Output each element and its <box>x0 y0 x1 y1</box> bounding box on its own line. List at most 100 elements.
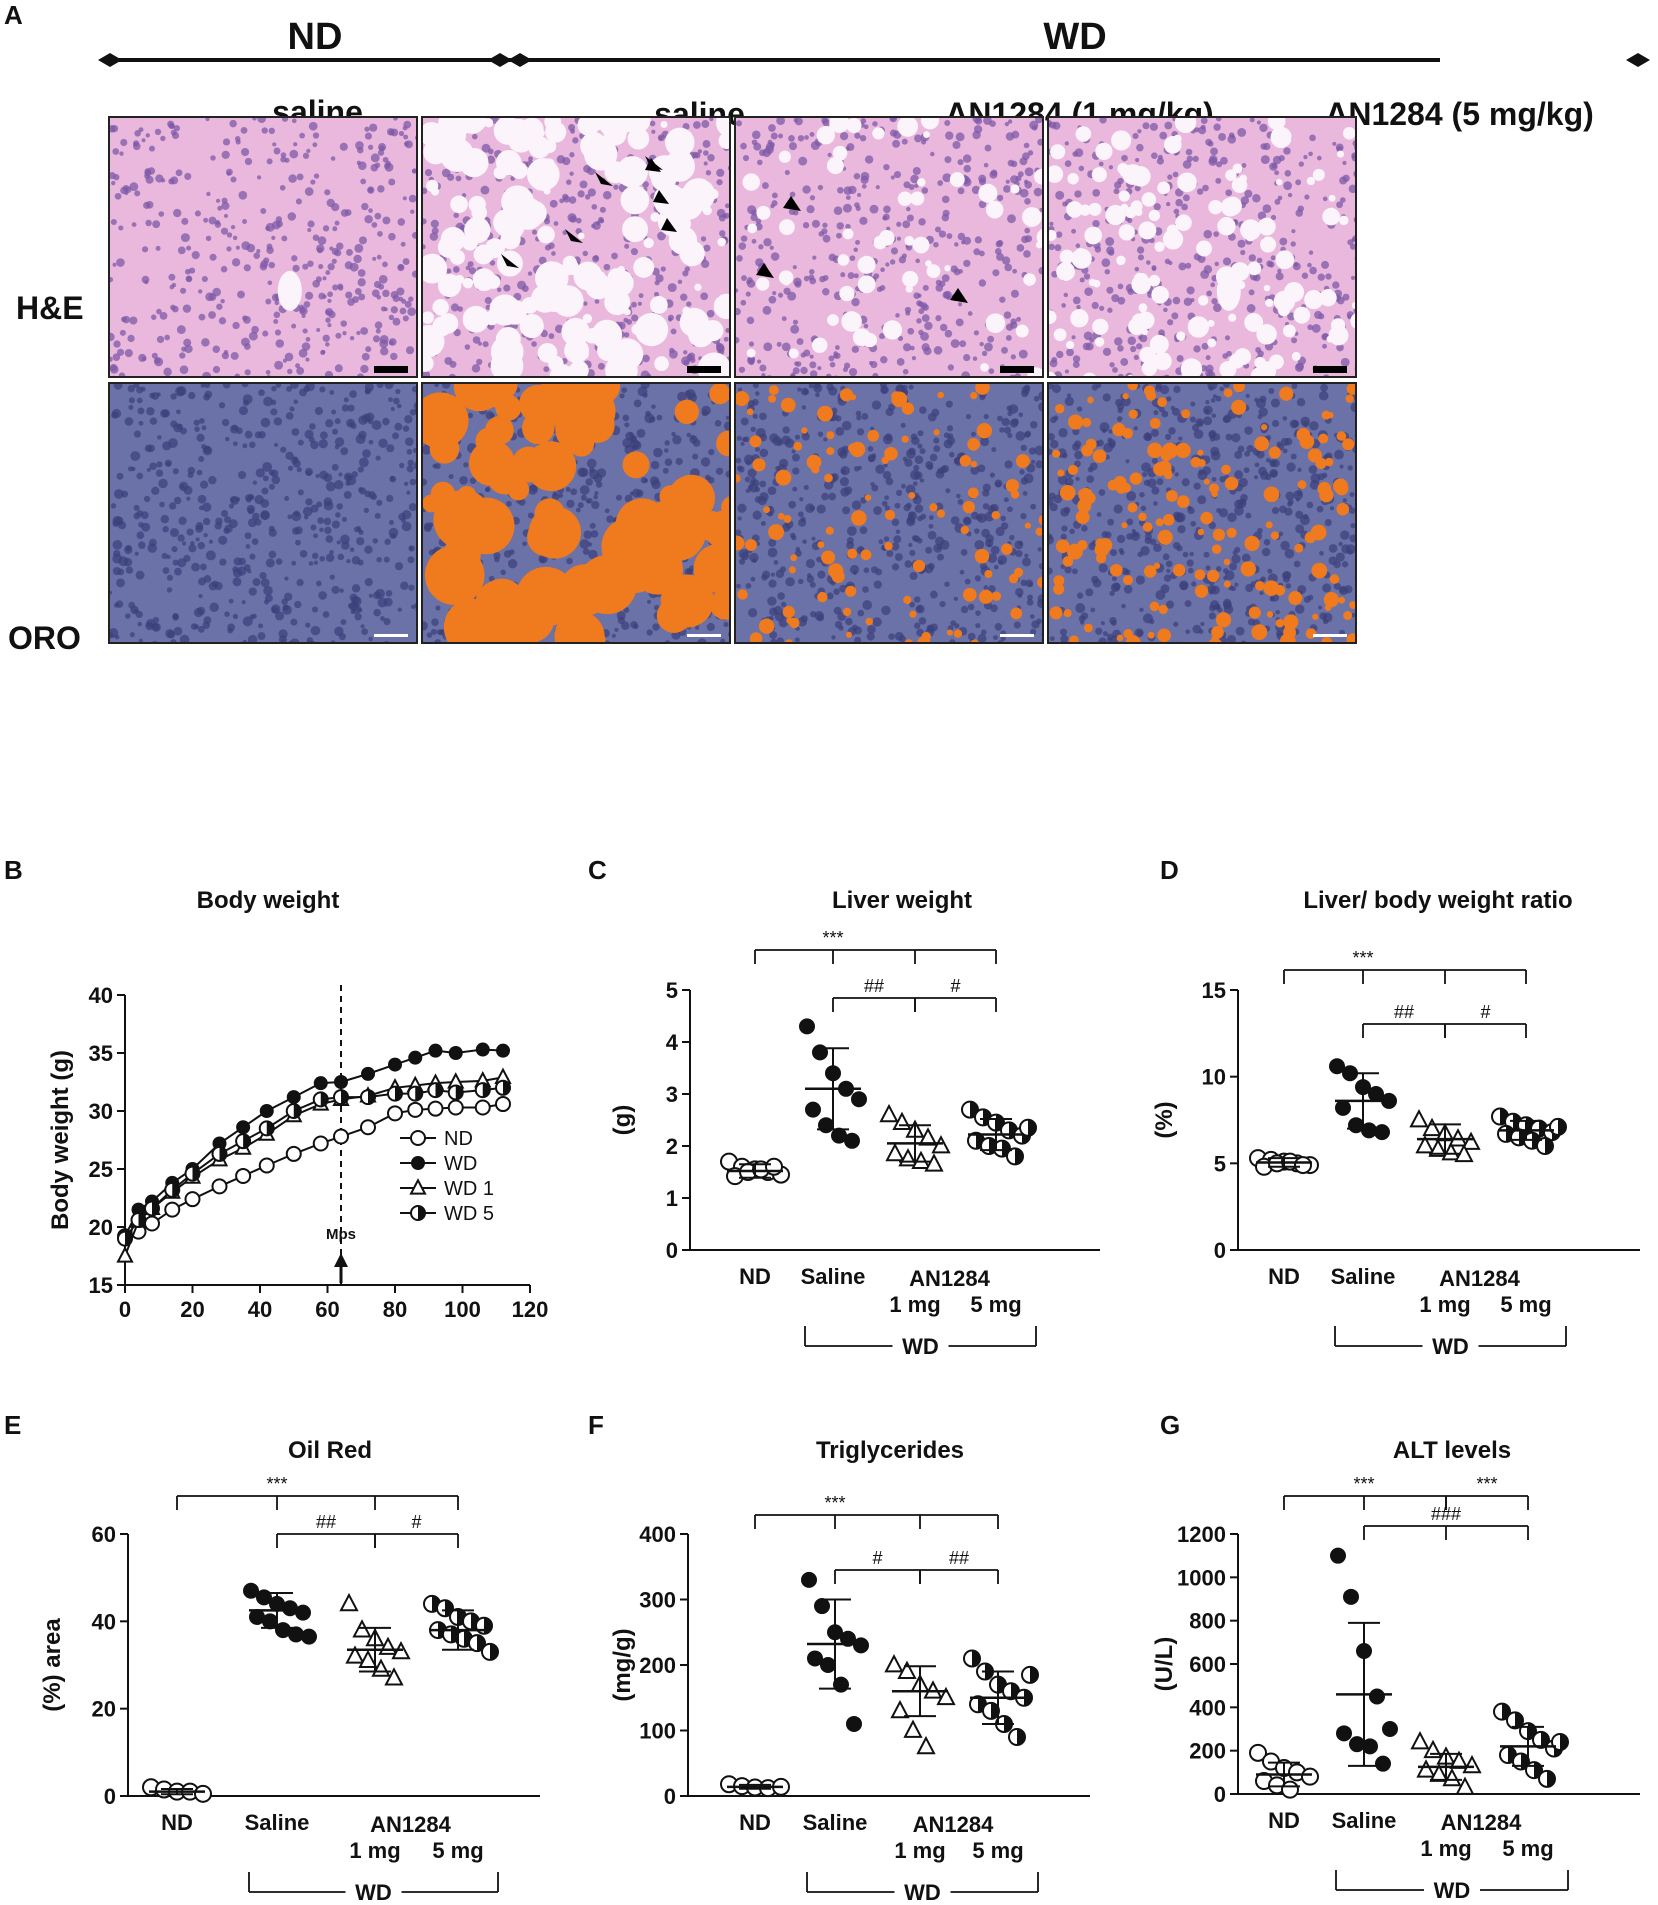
nucleus <box>268 127 275 135</box>
nucleus <box>1215 118 1222 122</box>
nucleus <box>1074 450 1083 460</box>
nucleus <box>817 184 824 191</box>
lipid-droplet <box>788 566 796 574</box>
wd-bracket-label: WD <box>902 1334 939 1359</box>
nucleus <box>1291 384 1298 389</box>
nucleus <box>240 147 250 157</box>
nucleus <box>299 388 308 397</box>
nucleus <box>380 616 385 621</box>
nucleus <box>1237 239 1246 248</box>
nucleus <box>575 217 582 224</box>
nucleus <box>640 384 650 389</box>
nucleus <box>240 126 248 134</box>
nucleus <box>327 291 333 298</box>
nucleus <box>259 572 267 580</box>
lipid-droplet <box>867 429 880 442</box>
nucleus <box>851 297 860 307</box>
nucleus <box>826 592 834 600</box>
nucleus <box>217 205 223 211</box>
nucleus <box>469 477 477 484</box>
nucleus <box>245 544 251 549</box>
nucleus <box>1019 157 1028 166</box>
row-label-he: H&E <box>16 290 84 326</box>
nucleus <box>388 232 396 241</box>
nucleus <box>133 504 140 511</box>
filled-circle-marker <box>236 1120 251 1135</box>
nucleus <box>794 549 802 557</box>
nucleus <box>382 261 388 268</box>
fat-vacuole <box>1232 163 1243 174</box>
nucleus <box>401 521 412 532</box>
nucleus <box>891 563 900 571</box>
open-triangle-marker <box>931 1135 951 1154</box>
nucleus <box>201 275 208 283</box>
nucleus <box>792 367 800 375</box>
nucleus <box>274 329 282 336</box>
nucleus <box>821 492 829 501</box>
fat-vacuole <box>490 349 524 376</box>
nucleus <box>931 408 940 417</box>
open-triangle-marker <box>409 1178 427 1195</box>
nucleus <box>1336 343 1344 352</box>
fat-vacuole <box>668 226 698 255</box>
nucleus <box>1338 541 1343 547</box>
nucleus <box>242 219 248 224</box>
open-circle-marker <box>495 1096 511 1113</box>
lipid-droplet <box>1037 576 1042 588</box>
nucleus <box>402 258 410 266</box>
fat-vacuole <box>510 161 528 180</box>
nucleus <box>792 486 798 492</box>
nucleus <box>788 142 797 151</box>
nucleus <box>205 292 214 302</box>
nucleus <box>801 432 810 441</box>
nucleus <box>1107 518 1115 526</box>
nucleus <box>621 387 628 394</box>
nucleus <box>896 358 905 366</box>
nucleus <box>1282 448 1288 454</box>
nucleus <box>423 445 432 455</box>
nucleus <box>964 578 971 585</box>
nucleus <box>553 221 559 226</box>
nucleus <box>568 196 577 204</box>
nucleus <box>435 605 441 611</box>
nucleus <box>768 538 777 547</box>
nucleus <box>485 411 494 420</box>
open-triangle-marker <box>879 1103 899 1123</box>
filled-circle-marker <box>807 1650 823 1667</box>
nucleus <box>996 194 1004 202</box>
nucleus <box>626 319 633 325</box>
nucleus <box>331 463 339 471</box>
lipid-droplet <box>1157 529 1173 545</box>
nucleus <box>809 581 816 588</box>
nucleus <box>1284 548 1295 559</box>
nucleus <box>738 242 747 250</box>
fat-vacuole <box>1245 232 1255 242</box>
nucleus <box>1055 231 1063 238</box>
nucleus <box>305 357 310 362</box>
nucleus <box>1005 179 1010 184</box>
nucleus <box>1245 393 1250 399</box>
nucleus <box>1263 142 1271 151</box>
nucleus <box>973 125 983 134</box>
nucleus <box>335 332 342 339</box>
arrow-marker <box>565 229 583 243</box>
nucleus <box>988 368 995 374</box>
nucleus <box>826 373 832 376</box>
nucleus <box>846 536 854 544</box>
nucleus <box>1234 582 1239 587</box>
lipid-droplet <box>817 591 828 603</box>
nucleus <box>806 575 815 583</box>
nucleus <box>110 332 115 342</box>
nucleus <box>320 349 326 356</box>
nucleus <box>1269 468 1279 478</box>
nucleus <box>736 583 741 589</box>
fat-vacuole <box>910 191 925 206</box>
nucleus <box>122 185 130 192</box>
lipid-droplet <box>508 590 537 620</box>
fat-vacuole <box>549 364 575 376</box>
fat-vacuole <box>501 299 527 325</box>
nucleus <box>1244 450 1251 457</box>
nucleus <box>1325 273 1332 280</box>
nucleus <box>1092 219 1100 228</box>
nucleus <box>1203 265 1213 274</box>
